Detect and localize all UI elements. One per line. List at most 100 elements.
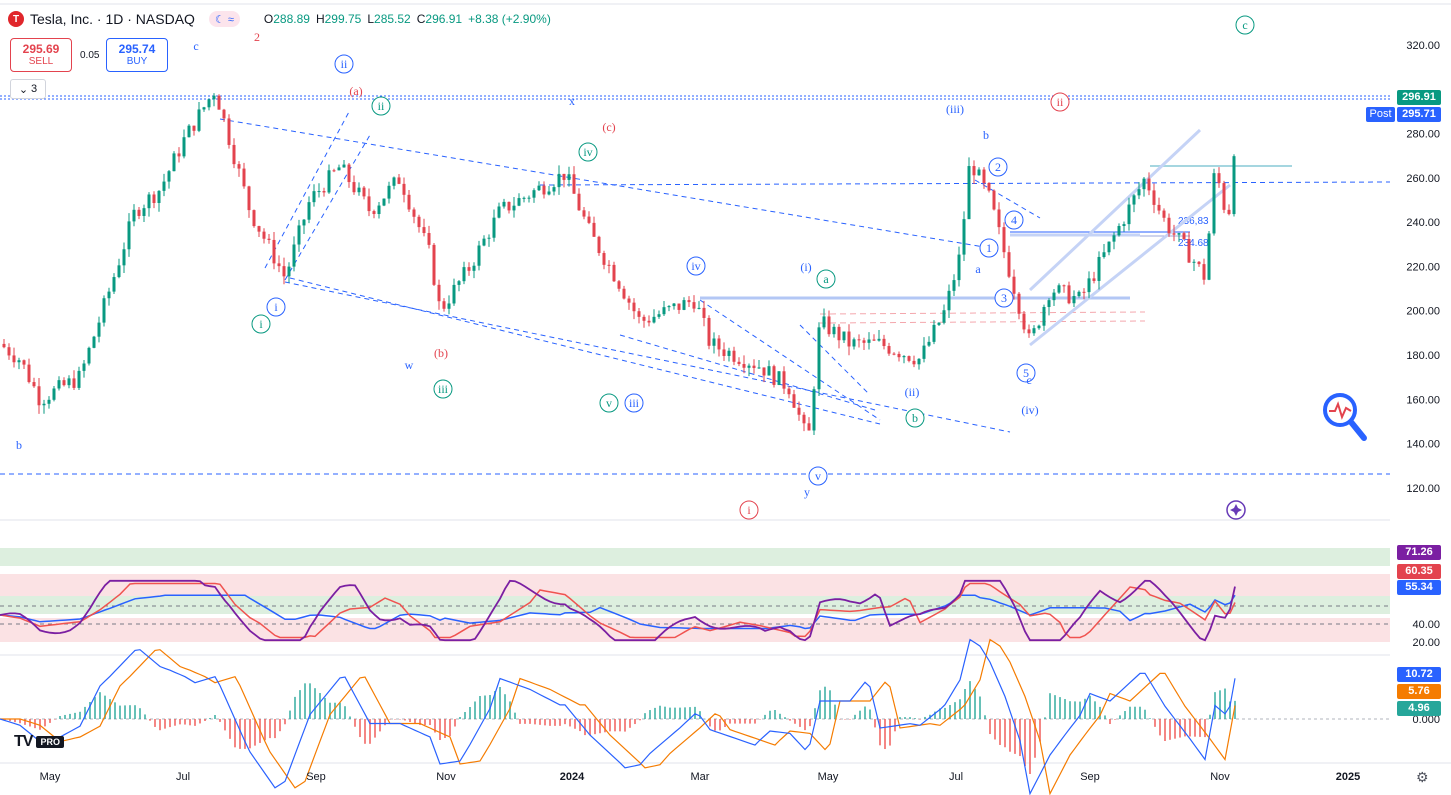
collapse-indicators-button[interactable]: ⌄ 3 [10,79,46,99]
candle-body [357,187,361,193]
session-mode-badge[interactable]: ☾ ≈ [208,11,240,27]
candle-body [267,238,271,240]
macd-hist-bar [454,719,456,727]
candle-body [662,307,666,315]
high-label: H [315,12,325,26]
wave-label-circle [979,238,999,258]
macd-hist-bar [909,717,911,719]
wave-label-circle [1004,210,1024,230]
macd-hist-bar [134,705,136,719]
macd-hist-bar [84,706,86,719]
macd-hist-bar [924,716,926,719]
candle-body [32,382,36,387]
candle-body [37,386,41,406]
macd-hist-bar [1194,719,1196,737]
wave-label-circle [1235,15,1255,35]
candle-body [937,322,941,325]
macd-hist-bar [139,708,141,719]
wave-label: b [983,128,989,142]
macd-hist-bar [119,705,121,719]
candle-body [402,183,406,195]
candle-body [607,264,611,266]
wave-label: b [16,438,22,452]
candle-body [407,194,411,210]
wave-label: b [912,411,918,425]
candle-body [12,355,16,363]
time-tick-label: Mar [691,771,710,783]
sparkle-icon[interactable] [1226,500,1246,520]
candle-body [42,403,46,406]
level-resistance [539,181,1391,186]
candle-body [327,170,331,193]
candle-body [92,336,96,348]
macd-hist-bar [469,707,471,719]
candle-body [152,194,156,203]
wave-label: a [975,262,981,276]
price-axis[interactable]: 320.00 280.00 260.00 240.00 220.00 200.00 180.… [1406,40,1440,726]
candle-body [672,303,676,307]
candle-body [667,306,671,308]
macd-hist-bar [874,719,876,728]
candle-body [212,95,216,100]
candle-body [987,183,991,191]
macd-hist-bar [1204,719,1206,738]
sell-button[interactable]: 295.69 SELL [10,38,72,72]
level-red-1 [819,311,1146,315]
candle-body [1212,173,1216,234]
wave-label: v [815,469,821,483]
macd-hist-bar [244,719,246,749]
macd-hist-bar [264,719,266,741]
macd-hist-bar [754,719,756,724]
macd-hist-bar [1209,714,1211,719]
candle-body [442,301,446,309]
macd-hist-bar [439,719,441,740]
candle-body [257,226,261,232]
candle-body [67,378,71,386]
candle-body [827,316,831,335]
candle-body [172,153,176,172]
macd-hist-bar [854,714,856,719]
tradingview-logo[interactable]: TV PRO [14,733,64,751]
candle-body [202,107,206,110]
candle-body [1117,225,1121,236]
gear-icon[interactable]: ⚙ [1416,769,1429,785]
macd-hist-bar [649,710,651,719]
macd-hist-bar [204,719,206,721]
time-tick-label: Jul [176,771,190,783]
macd-hist-bar [344,706,346,719]
price-tick-label: 140.00 [1406,439,1440,451]
wave-label-circle [994,288,1014,308]
candle-body [287,266,291,277]
trendline-1 [284,281,1011,433]
wave-label: i [259,317,263,331]
buy-button[interactable]: 295.74 BUY [106,38,168,72]
macd-hist-bar [199,719,201,724]
macd-hist-bar [1049,693,1051,719]
macd-hist-bar [1144,709,1146,719]
wave-label: ii [341,57,348,71]
rsi-band-mid [0,574,1390,596]
candle-body [1032,328,1036,334]
rsi-tick-label: 40.00 [1412,619,1440,631]
trendline-8 [974,179,1041,219]
wave-label: 2 [995,160,1001,174]
macd-hist-bar [229,719,231,739]
candle-body [312,191,316,203]
candle-body [282,266,286,277]
candle-body [497,206,501,218]
time-axis[interactable]: May Jul Sep Nov 2024 Mar May Jul Sep Nov 2025 [40,771,1361,783]
macd-hist-bar [1014,719,1016,754]
macd-hist-bar [339,702,341,719]
macd-hist-bar [444,719,446,738]
candle-body [422,227,426,234]
symbol-title[interactable]: Tesla, Inc. · 1D · NASDAQ [30,11,195,27]
wave-label: x [569,94,575,108]
post-market-label: Post [1366,107,1395,122]
magnifier-pulse-icon[interactable] [1323,393,1367,441]
macd-hist-bar [329,702,331,719]
rsi-tick-label: 20.00 [1412,637,1440,649]
candle-body [567,174,571,180]
time-tick-label: Jul [949,771,963,783]
macd-hist-bar [539,719,541,725]
